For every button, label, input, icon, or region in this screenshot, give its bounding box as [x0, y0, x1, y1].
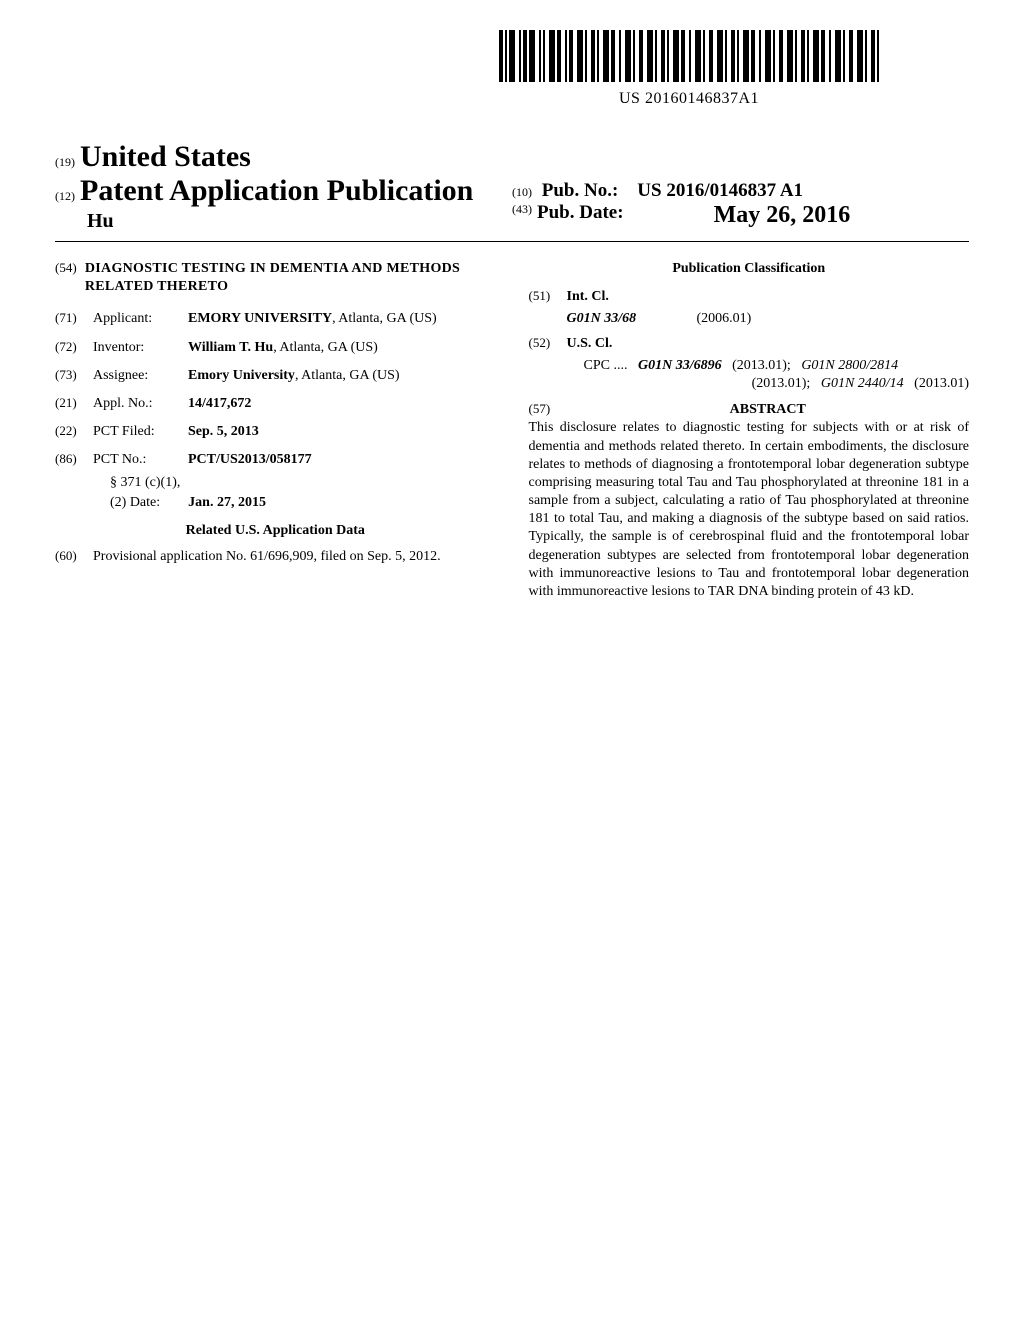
two-col-body: (54) DIAGNOSTIC TESTING IN DEMENTIA AND …	[55, 260, 969, 601]
cpc-sec1: G01N 2800/2814	[801, 358, 898, 373]
right-header: (10) Pub. No.: US 2016/0146837 A1 (43) P…	[512, 140, 969, 233]
left-column: (54) DIAGNOSTIC TESTING IN DEMENTIA AND …	[55, 260, 501, 601]
inventor-name: William T. Hu	[188, 340, 273, 355]
pct-371-date-label: (2) Date:	[110, 495, 160, 510]
right-column: Publication Classification (51) Int. Cl.…	[529, 260, 970, 601]
appl-label: Appl. No.:	[93, 395, 188, 413]
applicant-value: EMORY UNIVERSITY, Atlanta, GA (US)	[188, 310, 496, 328]
pub-sup: (12)	[55, 189, 75, 204]
intcl-label: Int. Cl.	[567, 288, 609, 306]
appl-num-code: (21)	[55, 395, 93, 413]
pct-no-value: PCT/US2013/058177	[188, 451, 496, 469]
applicant-location: , Atlanta, GA (US)	[332, 311, 437, 326]
pub-date-label: Pub. Date:	[537, 202, 624, 229]
inventor-label: Inventor:	[93, 339, 188, 357]
pct-no-num: (86)	[55, 451, 93, 469]
appl-value: 14/417,672	[188, 395, 496, 413]
cpc-prefix: CPC ....	[584, 358, 628, 373]
applicant-name: EMORY UNIVERSITY	[188, 311, 332, 326]
barcode-graphic	[499, 30, 879, 82]
pct-371-date-value: Jan. 27, 2015	[188, 495, 266, 510]
pub-id-under-barcode: US 20160146837A1	[499, 90, 879, 108]
assignee-value: Emory University, Atlanta, GA (US)	[188, 367, 496, 385]
pct-filed-label: PCT Filed:	[93, 423, 188, 441]
cpc-main-date: (2013.01);	[732, 358, 791, 373]
intcl-date: (2006.01)	[697, 310, 752, 328]
intcl-code: G01N 33/68	[567, 310, 697, 328]
pub-no-value: US 2016/0146837 A1	[637, 180, 803, 201]
pub-no-sup: (10)	[512, 185, 532, 199]
uscl-num: (52)	[529, 335, 567, 353]
assignee-name: Emory University	[188, 368, 295, 383]
pct-371-label: § 371 (c)(1),	[110, 474, 496, 492]
inventor-value: William T. Hu, Atlanta, GA (US)	[188, 339, 496, 357]
cpc-main: G01N 33/6896	[638, 358, 722, 373]
abstract-num: (57)	[529, 401, 567, 419]
assignee-location: , Atlanta, GA (US)	[295, 368, 400, 383]
cpc-sec2: G01N 2440/14	[821, 376, 904, 391]
uscl-label: U.S. Cl.	[567, 335, 613, 353]
applicant-num: (71)	[55, 310, 93, 328]
left-header: (19) United States (12) Patent Applicati…	[55, 140, 512, 233]
abstract-body: This disclosure relates to diagnostic te…	[529, 419, 970, 601]
related-text: Provisional application No. 61/696,909, …	[93, 548, 496, 566]
header-divider	[55, 241, 969, 242]
cpc-sec1-date: (2013.01);	[752, 376, 811, 391]
classification-heading: Publication Classification	[529, 260, 970, 278]
pub-no-label: Pub. No.:	[542, 180, 619, 201]
applicant-label: Applicant:	[93, 310, 188, 328]
related-num: (60)	[55, 548, 93, 566]
assignee-num: (73)	[55, 367, 93, 385]
abstract-heading: ABSTRACT	[567, 401, 970, 419]
inventor-num: (72)	[55, 339, 93, 357]
intcl-num: (51)	[529, 288, 567, 306]
author-name: Hu	[87, 210, 512, 233]
country-sup: (19)	[55, 155, 75, 170]
pub-date-value: May 26, 2016	[714, 202, 851, 229]
pub-type: Patent Application Publication	[80, 174, 473, 208]
pub-date-sup: (43)	[512, 202, 532, 229]
header-row: (19) United States (12) Patent Applicati…	[55, 140, 969, 233]
cpc-sec2-date: (2013.01)	[914, 376, 969, 391]
pct-filed-value: Sep. 5, 2013	[188, 423, 496, 441]
pct-filed-num: (22)	[55, 423, 93, 441]
related-heading: Related U.S. Application Data	[55, 522, 496, 540]
invention-title: DIAGNOSTIC TESTING IN DEMENTIA AND METHO…	[85, 260, 496, 296]
assignee-label: Assignee:	[93, 367, 188, 385]
pct-no-label: PCT No.:	[93, 451, 188, 469]
title-num: (54)	[55, 260, 85, 296]
inventor-location: , Atlanta, GA (US)	[273, 340, 378, 355]
country-name: United States	[80, 140, 251, 174]
barcode-block: US 20160146837A1	[499, 30, 879, 108]
